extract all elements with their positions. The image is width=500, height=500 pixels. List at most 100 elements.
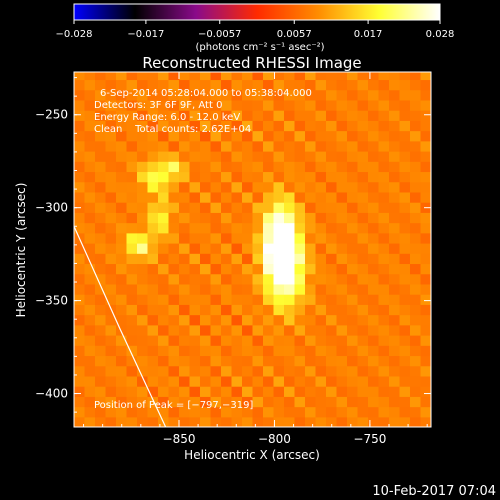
heatmap-cell — [84, 140, 96, 152]
heatmap-cell — [378, 273, 390, 285]
heatmap-cell — [399, 406, 411, 418]
heatmap-cell — [116, 150, 128, 162]
heatmap-cell — [242, 72, 254, 81]
heatmap-cell — [399, 72, 411, 81]
heatmap-cell — [231, 304, 243, 316]
heatmap-cell — [126, 273, 138, 285]
heatmap-cell — [105, 79, 117, 91]
heatmap-cell — [200, 212, 212, 224]
heatmap-cell — [368, 202, 380, 213]
heatmap-cell — [116, 396, 128, 408]
heatmap-cell — [210, 345, 222, 357]
heatmap-cell — [126, 89, 138, 101]
heatmap-cell — [116, 242, 128, 254]
heatmap-cell — [200, 222, 212, 234]
heatmap-cell — [326, 386, 338, 397]
heatmap-cell — [179, 386, 191, 397]
heatmap-cell — [399, 283, 411, 295]
heatmap-cell — [137, 242, 149, 254]
heatmap-cell — [242, 355, 254, 367]
heatmap-cell — [368, 120, 380, 132]
heatmap-cell — [273, 140, 285, 152]
heatmap-cell — [84, 110, 96, 121]
heatmap-cell — [242, 242, 254, 254]
heatmap-cell — [294, 79, 306, 91]
heatmap-cell — [179, 79, 191, 91]
heatmap-cell — [231, 181, 243, 193]
heatmap-cell — [273, 181, 285, 193]
heatmap-cell — [231, 171, 243, 183]
heatmap-cell — [200, 314, 212, 326]
heatmap-cell — [347, 375, 359, 387]
heatmap-cell — [84, 314, 96, 326]
heatmap-cell — [116, 314, 128, 326]
heatmap-cell — [263, 79, 275, 91]
heatmap-cell — [74, 130, 86, 142]
heatmap-cell — [95, 355, 107, 367]
heatmap-cell — [410, 150, 422, 162]
heatmap-cell — [284, 232, 296, 244]
heatmap-cell — [294, 232, 306, 244]
heatmap-cell — [242, 140, 254, 152]
heatmap-cell — [315, 304, 327, 316]
heatmap-cell — [200, 345, 212, 357]
heatmap-cell — [200, 120, 212, 132]
heatmap-cell — [305, 396, 317, 408]
heatmap-cell — [231, 191, 243, 203]
heatmap-cell — [95, 72, 107, 81]
heatmap-cell — [294, 202, 306, 213]
heatmap-cell — [221, 222, 233, 234]
heatmap-cell — [294, 89, 306, 101]
heatmap-cell — [200, 294, 212, 305]
heatmap-cell — [210, 222, 222, 234]
heatmap-cell — [84, 345, 96, 357]
heatmap-cell — [336, 304, 348, 316]
heatmap-cell — [200, 324, 212, 336]
heatmap-cell — [242, 263, 254, 275]
heatmap-cell — [410, 161, 422, 173]
heatmap-cell — [231, 263, 243, 275]
heatmap-cell — [95, 375, 107, 387]
heatmap-cell — [147, 396, 159, 408]
heatmap-cell — [368, 222, 380, 234]
heatmap-cell — [252, 79, 264, 91]
heatmap-cell — [74, 72, 86, 81]
heatmap-cell — [263, 202, 275, 213]
heatmap-cell — [126, 375, 138, 387]
heatmap-cell — [200, 242, 212, 254]
heatmap-cell — [189, 294, 201, 305]
heatmap-cell — [231, 273, 243, 285]
colorbar-units-label: (photons cm⁻² s⁻¹ asec⁻²) — [195, 42, 324, 53]
heatmap-cell — [368, 161, 380, 173]
heatmap-cell — [168, 355, 180, 367]
heatmap-cell — [252, 120, 264, 132]
heatmap-cell — [347, 89, 359, 101]
heatmap-cell — [126, 110, 138, 121]
heatmap-cell — [200, 99, 212, 111]
heatmap-cell — [389, 161, 401, 173]
heatmap-cell — [399, 355, 411, 367]
heatmap-cell — [147, 324, 159, 336]
heatmap-cell — [221, 120, 233, 132]
annotation-clean-counts: Clean Total counts: 2.62E+04 — [94, 124, 251, 135]
heatmap-cell — [284, 375, 296, 387]
heatmap-cell — [179, 314, 191, 326]
heatmap-cell — [189, 232, 201, 244]
heatmap-cell — [168, 150, 180, 162]
heatmap-cell — [210, 406, 222, 418]
heatmap-cell — [326, 416, 338, 427]
heatmap-cell — [126, 253, 138, 265]
heatmap-cell — [231, 130, 243, 142]
heatmap-cell — [399, 416, 411, 427]
heatmap-cell — [315, 324, 327, 336]
heatmap-cell — [137, 294, 149, 305]
heatmap-cell — [389, 396, 401, 408]
heatmap-cell — [179, 130, 191, 142]
heatmap-cell — [357, 171, 369, 183]
heatmap-cell — [305, 130, 317, 142]
heatmap-cell — [126, 99, 138, 111]
heatmap-cell — [231, 222, 243, 234]
heatmap-cell — [368, 294, 380, 305]
heatmap-cell — [420, 150, 431, 162]
heatmap-cell — [168, 273, 180, 285]
